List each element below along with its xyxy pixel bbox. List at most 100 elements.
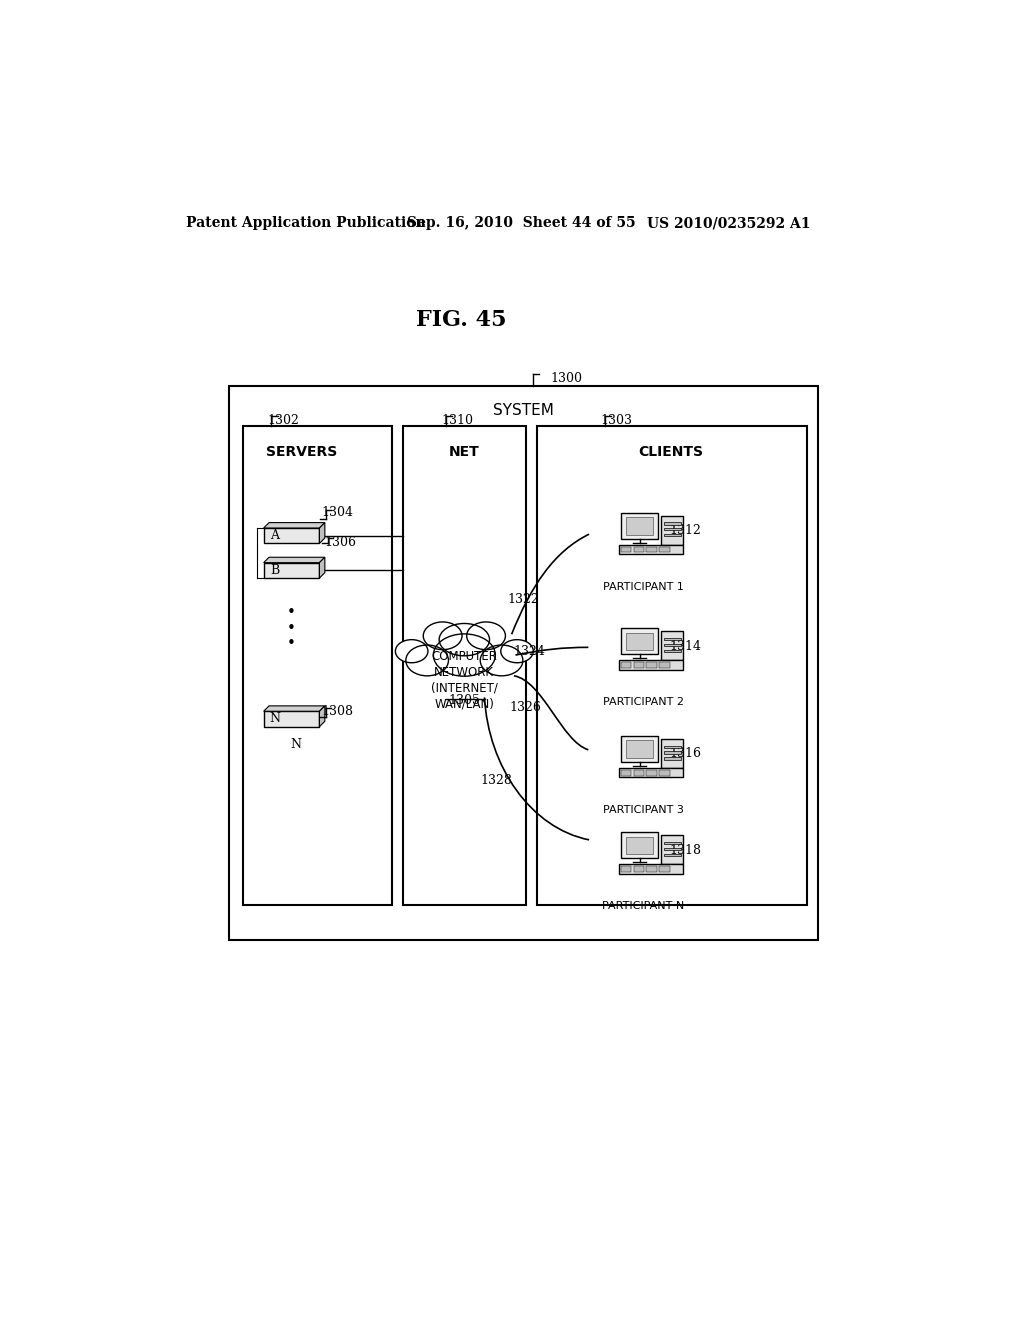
Polygon shape — [263, 523, 325, 528]
Text: US 2010/0235292 A1: US 2010/0235292 A1 — [647, 216, 811, 230]
Text: B: B — [270, 564, 280, 577]
Text: A: A — [270, 529, 279, 543]
Bar — [621, 832, 658, 858]
Bar — [620, 865, 683, 874]
Bar — [664, 535, 681, 536]
Polygon shape — [319, 523, 325, 544]
Bar — [621, 663, 632, 668]
Polygon shape — [263, 557, 325, 562]
Bar — [621, 512, 658, 539]
Bar — [228, 385, 818, 940]
Bar — [664, 649, 681, 652]
Text: 1316: 1316 — [669, 747, 701, 760]
Text: PARTICIPANT 2: PARTICIPANT 2 — [603, 697, 684, 708]
Bar — [664, 842, 681, 845]
Ellipse shape — [501, 640, 534, 663]
Bar — [634, 546, 644, 552]
Text: FIG. 45: FIG. 45 — [416, 309, 507, 330]
Text: N: N — [270, 713, 281, 726]
Bar — [659, 866, 670, 873]
Ellipse shape — [467, 622, 506, 649]
Bar — [403, 426, 525, 906]
Bar — [621, 546, 632, 552]
Text: 1312: 1312 — [669, 524, 700, 537]
Text: PARTICIPANT 3: PARTICIPANT 3 — [603, 805, 684, 816]
Bar — [620, 545, 683, 554]
Bar — [621, 628, 658, 655]
Text: SERVERS: SERVERS — [266, 445, 337, 459]
Bar — [664, 523, 681, 524]
Bar — [659, 546, 670, 552]
Bar — [664, 638, 681, 640]
Text: PARTICIPANT 1: PARTICIPANT 1 — [603, 582, 684, 591]
Text: •: • — [287, 620, 295, 636]
Text: NET: NET — [449, 445, 479, 459]
Bar — [662, 516, 683, 545]
Text: 1324: 1324 — [513, 645, 545, 659]
Text: PARTICIPANT N: PARTICIPANT N — [602, 902, 684, 911]
Bar — [634, 663, 644, 668]
Text: N: N — [291, 738, 302, 751]
Bar — [646, 546, 657, 552]
Text: 1302: 1302 — [267, 414, 299, 428]
Ellipse shape — [480, 645, 523, 676]
Bar — [626, 632, 653, 651]
Text: 1303: 1303 — [601, 414, 633, 428]
Ellipse shape — [395, 640, 428, 663]
Text: 1322: 1322 — [508, 594, 540, 606]
Bar — [634, 866, 644, 873]
Bar — [538, 426, 807, 906]
Bar — [664, 751, 681, 754]
Text: 1308: 1308 — [322, 705, 353, 718]
Bar — [620, 768, 683, 777]
Text: SYSTEM: SYSTEM — [493, 404, 554, 418]
Text: 1304: 1304 — [322, 507, 353, 520]
Text: 1318: 1318 — [669, 843, 701, 857]
Ellipse shape — [406, 645, 449, 676]
Bar — [664, 746, 681, 748]
Bar — [646, 663, 657, 668]
Text: Sep. 16, 2010  Sheet 44 of 55: Sep. 16, 2010 Sheet 44 of 55 — [407, 216, 636, 230]
Text: 1326: 1326 — [509, 701, 541, 714]
Text: COMPUTER
NETWORK
(INTERNET/
WAN/LAN): COMPUTER NETWORK (INTERNET/ WAN/LAN) — [431, 649, 498, 710]
Polygon shape — [319, 706, 325, 726]
Bar — [662, 739, 683, 768]
Bar — [664, 758, 681, 759]
Bar — [621, 737, 658, 762]
Text: 1305: 1305 — [449, 693, 480, 706]
Bar — [621, 770, 632, 776]
Text: •: • — [287, 605, 295, 620]
Bar — [620, 660, 683, 669]
Bar — [263, 711, 319, 726]
Bar — [646, 866, 657, 873]
Text: CLIENTS: CLIENTS — [638, 445, 703, 459]
Bar — [263, 528, 319, 544]
Text: •: • — [287, 636, 295, 651]
Bar — [664, 847, 681, 850]
Text: 1310: 1310 — [442, 414, 474, 428]
Text: Patent Application Publication: Patent Application Publication — [186, 216, 426, 230]
Bar — [626, 517, 653, 535]
Bar — [634, 770, 644, 776]
Bar — [263, 562, 319, 578]
Bar — [626, 837, 653, 854]
Polygon shape — [263, 706, 325, 711]
Bar — [662, 631, 683, 660]
Bar — [626, 741, 653, 758]
Ellipse shape — [439, 623, 489, 656]
Ellipse shape — [433, 634, 496, 676]
Text: 1306: 1306 — [324, 536, 356, 549]
Bar — [664, 644, 681, 645]
Bar — [659, 770, 670, 776]
Bar — [659, 663, 670, 668]
Bar — [662, 836, 683, 865]
Bar — [646, 770, 657, 776]
Text: 1300: 1300 — [550, 372, 583, 385]
Bar — [664, 528, 681, 531]
Text: 1328: 1328 — [480, 775, 512, 788]
Polygon shape — [319, 557, 325, 578]
Bar — [243, 426, 391, 906]
Bar — [621, 866, 632, 873]
Bar — [664, 854, 681, 855]
Ellipse shape — [423, 622, 462, 649]
